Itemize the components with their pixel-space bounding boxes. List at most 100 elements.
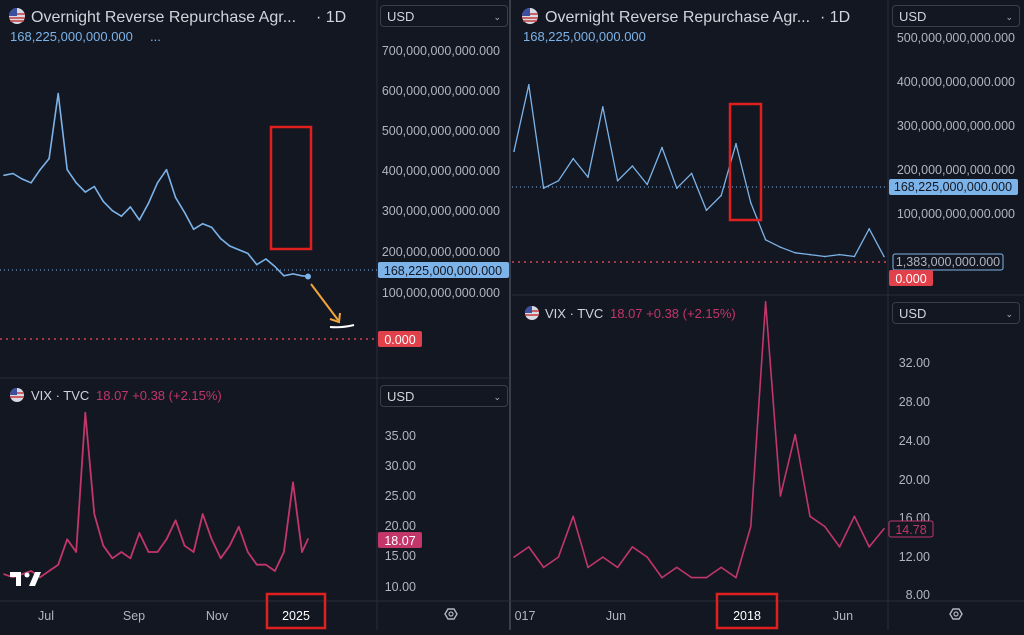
downtrend-arrow-annotation	[310, 283, 355, 329]
left-currency-select[interactable]: USD ⌄	[380, 5, 508, 27]
data-point	[129, 557, 132, 560]
data-point	[764, 239, 767, 241]
zero-value-label: 0.000	[384, 333, 415, 347]
zero-value-badge	[378, 331, 422, 347]
data-point	[301, 551, 303, 553]
data-point	[3, 573, 5, 575]
data-point	[12, 172, 14, 175]
vix-y-tick-label: 20.00	[385, 519, 416, 533]
right-currency-select[interactable]: USD ⌄	[892, 5, 1020, 27]
data-point	[30, 182, 32, 184]
data-point	[690, 576, 693, 579]
data-point	[646, 556, 648, 558]
data-point	[48, 570, 50, 572]
y-tick-label: 300,000,000,000.000	[897, 119, 1015, 133]
data-point	[661, 146, 663, 149]
secondary-value-badge	[892, 253, 1004, 271]
left-vix-value: 18.07 +0.38 (+2.15%)	[96, 388, 222, 403]
data-point	[587, 176, 589, 178]
data-point	[572, 515, 574, 518]
data-point	[174, 519, 177, 522]
data-point	[513, 150, 515, 152]
vix-y-tick-label: 15.00	[385, 549, 416, 563]
secondary-value-label: 1,383,000,000.000	[896, 255, 1000, 269]
data-point	[57, 563, 59, 566]
data-point	[129, 206, 132, 208]
data-point	[690, 172, 693, 175]
data-point	[174, 196, 177, 199]
data-point	[824, 255, 826, 258]
x-tick-label: 017	[515, 609, 536, 623]
data-point	[735, 576, 737, 579]
data-point	[602, 106, 604, 108]
data-point	[750, 202, 752, 204]
data-point	[838, 253, 841, 256]
data-point	[735, 143, 737, 145]
vix-y-tick-label: 32.00	[899, 356, 930, 370]
y-tick-label: 300,000,000,000.000	[382, 204, 500, 218]
chevron-down-icon: ⌄	[493, 12, 501, 22]
x-tick-label: Jul	[38, 609, 54, 623]
data-point	[542, 566, 545, 569]
data-point	[138, 532, 141, 534]
data-point	[720, 194, 722, 197]
data-point	[809, 515, 811, 518]
right-vix-currency-select[interactable]: USD ⌄	[892, 302, 1020, 324]
data-point	[93, 185, 96, 188]
data-point	[3, 174, 5, 177]
zero-value-label: 0.000	[895, 272, 926, 286]
data-point	[838, 546, 841, 548]
data-point	[616, 566, 619, 569]
data-point	[283, 275, 285, 277]
data-point	[192, 551, 195, 553]
data-point	[557, 556, 560, 558]
left-current-value: 168,225,000,000.000	[10, 29, 133, 44]
data-point	[93, 513, 96, 515]
series-line	[513, 301, 885, 579]
settings-icon[interactable]	[444, 608, 458, 620]
y-tick-label: 500,000,000,000.000	[897, 31, 1015, 45]
data-point	[21, 178, 23, 180]
data-point	[292, 481, 294, 484]
data-point	[705, 576, 708, 579]
data-point	[238, 525, 240, 528]
vix-y-tick-label: 24.00	[899, 434, 930, 448]
right-spike-highlight-box	[728, 102, 763, 222]
data-point	[147, 202, 150, 204]
left-chart-title: Overnight Reverse Repurchase Agr...	[31, 9, 296, 26]
data-point	[764, 301, 767, 303]
vix-y-tick-label: 10.00	[385, 580, 416, 594]
data-point	[201, 222, 204, 225]
data-point	[192, 228, 195, 231]
data-point	[528, 84, 530, 86]
data-point	[883, 255, 885, 258]
left-value-suffix: ...	[150, 29, 161, 44]
data-point	[102, 200, 105, 203]
data-point	[676, 187, 678, 189]
x-tick-label: 2025	[282, 609, 310, 623]
data-point	[301, 275, 303, 277]
left-spike-highlight-box	[269, 125, 313, 251]
data-point	[274, 265, 276, 268]
data-point	[84, 191, 87, 193]
data-point	[84, 411, 87, 414]
chevron-down-icon: ⌄	[493, 392, 501, 402]
data-point	[824, 525, 826, 528]
data-point	[228, 245, 231, 247]
data-point	[228, 544, 231, 547]
settings-icon[interactable]	[949, 608, 963, 620]
data-point	[853, 515, 856, 518]
data-point	[616, 180, 619, 182]
left-vix-currency-select[interactable]: USD ⌄	[380, 385, 508, 407]
data-point	[247, 551, 249, 553]
data-point	[120, 551, 123, 553]
data-point	[57, 92, 59, 95]
data-point	[165, 168, 168, 171]
chevron-down-icon: ⌄	[1005, 12, 1013, 22]
data-point	[661, 576, 663, 579]
right-current-value: 168,225,000,000.000	[523, 29, 646, 44]
y-tick-label: 600,000,000,000.000	[382, 84, 500, 98]
right-chart-title: Overnight Reverse Repurchase Agr...	[545, 9, 810, 26]
data-point	[75, 182, 77, 184]
data-point	[292, 273, 294, 275]
